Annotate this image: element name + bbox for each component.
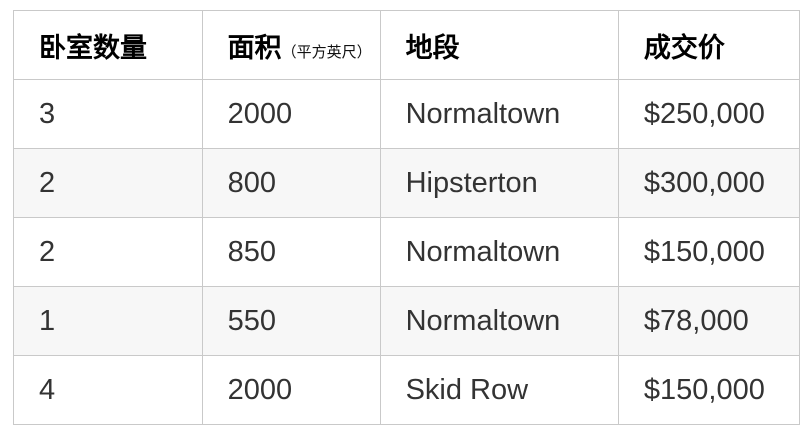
cell-location: Normaltown: [379, 286, 619, 356]
cell-bedrooms: 3: [13, 79, 203, 149]
cell-price: $300,000: [617, 148, 800, 218]
column-header-bedrooms: 卧室数量: [13, 10, 203, 80]
cell-price: $150,000: [617, 355, 800, 425]
column-header-price-label: 成交价: [643, 32, 725, 63]
cell-bedrooms: 2: [13, 217, 203, 287]
cell-area: 2000: [201, 355, 381, 425]
cell-price: $78,000: [617, 286, 800, 356]
cell-location: Hipsterton: [379, 148, 619, 218]
column-header-location-label: 地段: [405, 32, 460, 63]
cell-bedrooms: 1: [13, 286, 203, 356]
cell-price: $250,000: [617, 79, 800, 149]
cell-price: $150,000: [617, 217, 800, 287]
table-row: 4 2000 Skid Row $150,000: [13, 355, 800, 425]
column-header-area-unit: （平方英尺）: [281, 43, 372, 61]
cell-bedrooms: 2: [13, 148, 203, 218]
table-row: 1 550 Normaltown $78,000: [13, 286, 800, 356]
table-row: 3 2000 Normaltown $250,000: [13, 79, 800, 149]
cell-location: Normaltown: [379, 217, 619, 287]
column-header-area: 面积（平方英尺）: [201, 10, 381, 80]
housing-sales-table: 卧室数量 面积（平方英尺） 地段 成交价 3 2000 Normaltown $…: [13, 10, 800, 425]
cell-bedrooms: 4: [13, 355, 203, 425]
table-row: 2 850 Normaltown $150,000: [13, 217, 800, 287]
cell-area: 850: [201, 217, 381, 287]
cell-area: 800: [201, 148, 381, 218]
cell-location: Normaltown: [379, 79, 619, 149]
column-header-location: 地段: [379, 10, 619, 80]
cell-area: 550: [201, 286, 381, 356]
column-header-bedrooms-label: 卧室数量: [39, 32, 147, 63]
cell-area: 2000: [201, 79, 381, 149]
table-row: 2 800 Hipsterton $300,000: [13, 148, 800, 218]
column-header-area-label: 面积: [227, 32, 282, 63]
cell-location: Skid Row: [379, 355, 619, 425]
header-row: 卧室数量 面积（平方英尺） 地段 成交价: [13, 10, 800, 80]
column-header-price: 成交价: [617, 10, 800, 80]
